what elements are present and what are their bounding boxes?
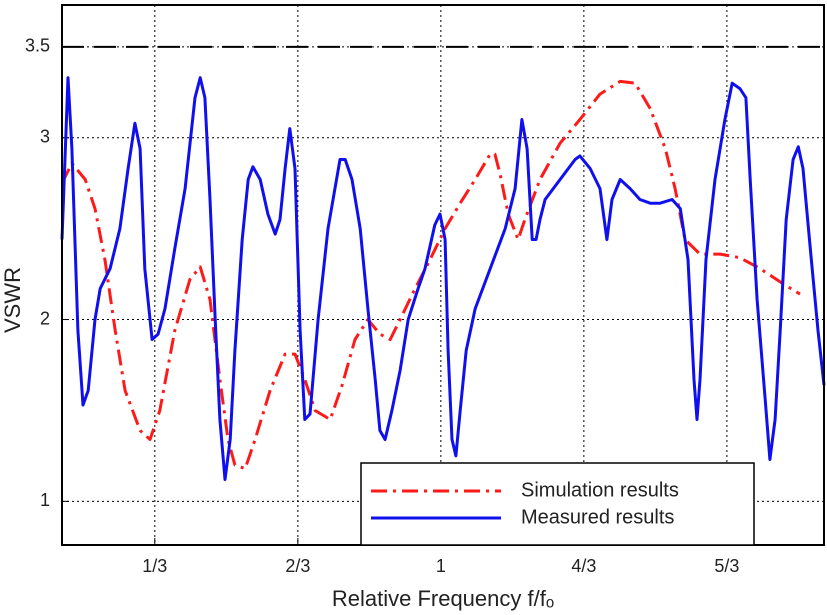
x-tick-label: 2/3	[285, 556, 310, 576]
x-tick-label: 4/3	[571, 556, 596, 576]
x-axis-label: Relative Frequency f/fₒ	[332, 586, 554, 611]
legend-label: Simulation results	[521, 479, 679, 501]
legend-label: Measured results	[521, 506, 674, 528]
y-tick-label: 1	[40, 490, 50, 510]
x-tick-label: 1/3	[142, 556, 167, 576]
y-tick-label: 3.5	[25, 36, 50, 56]
y-tick-label: 2	[40, 308, 50, 328]
x-tick-label: 5/3	[714, 556, 739, 576]
legend-box	[360, 462, 755, 546]
y-axis-label: VSWR	[0, 267, 25, 333]
y-tick-label: 3	[40, 126, 50, 146]
x-tick-label: 1	[436, 556, 446, 576]
series-line	[60, 79, 801, 471]
series-line	[60, 76, 826, 481]
